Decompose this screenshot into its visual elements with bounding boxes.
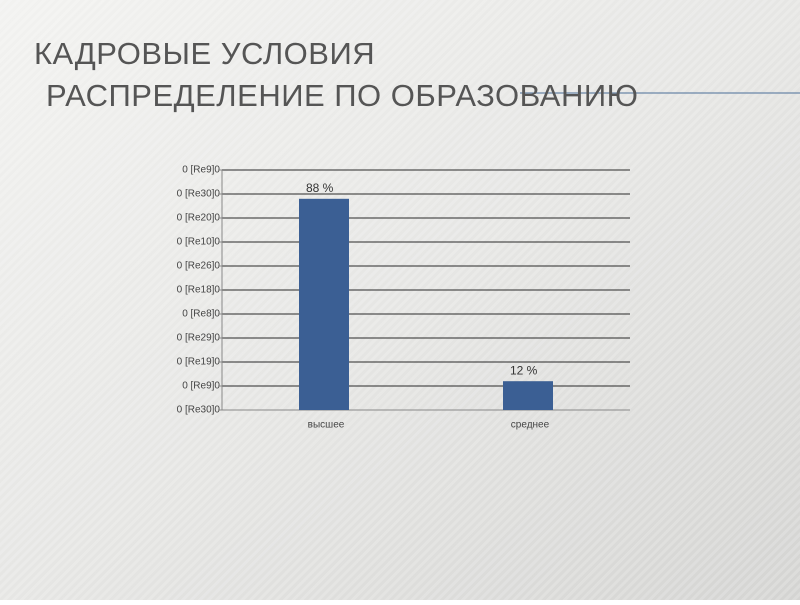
y-tick-label: 0 [Re20]0 <box>177 213 221 224</box>
y-tick-label: 0 [Re18]0 <box>177 285 221 296</box>
slide-subtitle: РАСПРЕДЕЛЕНИЕ ПО ОБРАЗОВАНИЮ <box>46 78 638 113</box>
y-tick-label: 0 [Re26]0 <box>177 261 221 272</box>
y-tick-label: 0 [Re29]0 <box>177 333 221 344</box>
x-tick-label: среднее <box>511 420 550 431</box>
y-tick-label: 0 [Re30]0 <box>177 189 221 200</box>
y-tick-label: 0 [Re9]0 <box>182 165 220 176</box>
value-label: 12 % <box>510 363 538 377</box>
y-tick-label: 0 [Re9]0 <box>182 381 220 392</box>
y-tick-label: 0 [Re30]0 <box>177 405 221 416</box>
y-tick-label: 0 [Re19]0 <box>177 357 221 368</box>
slide-title: КАДРОВЫЕ УСЛОВИЯ <box>34 36 375 71</box>
y-tick-label: 0 [Re8]0 <box>182 309 220 320</box>
y-tick-label: 0 [Re10]0 <box>177 237 221 248</box>
chart: 0 [Re30]0 0 [Re9]0 0 [Re19]0 0 [Re29]0 0 [Re… <box>177 165 630 431</box>
bar <box>299 198 349 410</box>
bar <box>503 381 553 410</box>
x-tick-label: высшее <box>308 420 345 431</box>
value-label: 88 % <box>306 181 334 195</box>
